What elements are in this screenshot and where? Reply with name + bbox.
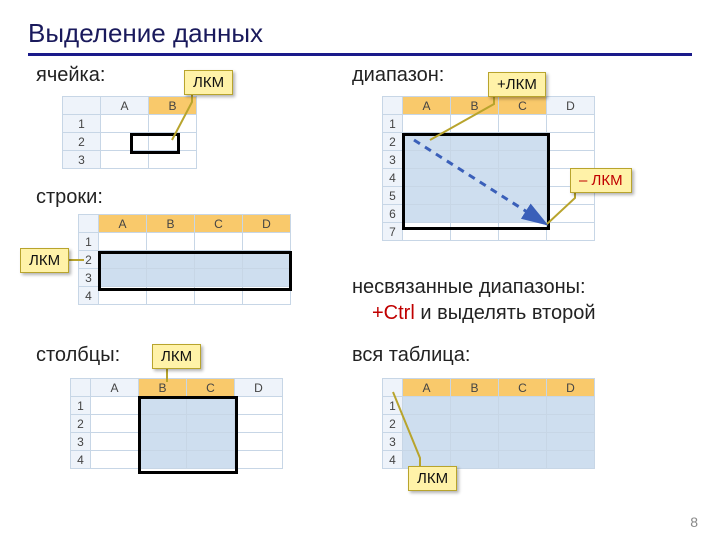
row-head: 1 bbox=[79, 233, 99, 251]
ctrl-prefix: +Ctrl bbox=[372, 302, 415, 324]
callout-pointer bbox=[428, 96, 498, 146]
label-nonadj: несвязанные диапазоны: bbox=[352, 276, 586, 299]
ctrl-hint: +Ctrl и выделять второй bbox=[372, 302, 596, 325]
row-head: 7 bbox=[383, 223, 403, 241]
page-number: 8 bbox=[690, 514, 698, 530]
col-head: C bbox=[187, 379, 235, 397]
col-head: D bbox=[547, 97, 595, 115]
callout-plus-lkm: +ЛКМ bbox=[488, 72, 546, 97]
callout-pointer bbox=[160, 368, 174, 384]
callout-lkm-cols: ЛКМ bbox=[152, 344, 201, 369]
callout-minus-lkm: – ЛКМ bbox=[570, 168, 632, 193]
label-columns: столбцы: bbox=[36, 344, 120, 367]
col-head: A bbox=[101, 97, 149, 115]
row-head: 4 bbox=[71, 451, 91, 469]
row-head: 5 bbox=[383, 187, 403, 205]
row-head: 3 bbox=[383, 151, 403, 169]
col-head: B bbox=[147, 215, 195, 233]
row-head: 6 bbox=[383, 205, 403, 223]
label-cell: ячейка: bbox=[36, 64, 105, 87]
table-rows: A B C D 1 2 3 4 bbox=[78, 214, 291, 305]
callout-pointer bbox=[545, 188, 579, 228]
row-head: 3 bbox=[71, 433, 91, 451]
ctrl-rest: и выделять второй bbox=[415, 302, 596, 324]
col-head: D bbox=[547, 379, 595, 397]
corner-cell bbox=[79, 215, 99, 233]
col-head: C bbox=[499, 97, 547, 115]
col-head: C bbox=[499, 379, 547, 397]
row-head: 1 bbox=[71, 397, 91, 415]
callout-pointer bbox=[170, 92, 200, 142]
label-whole-table: вся таблица: bbox=[352, 344, 470, 367]
title-rule bbox=[28, 53, 692, 56]
corner-cell bbox=[63, 97, 101, 115]
row-head: 2 bbox=[383, 133, 403, 151]
row-head: 2 bbox=[71, 415, 91, 433]
callout-lkm-rows: ЛКМ bbox=[20, 248, 69, 273]
corner-cell bbox=[383, 97, 403, 115]
callout-lkm-cell: ЛКМ bbox=[184, 70, 233, 95]
table-columns: A B C D 1 2 3 4 bbox=[70, 378, 283, 469]
row-head: 1 bbox=[383, 115, 403, 133]
slide-title: Выделение данных bbox=[28, 18, 692, 49]
drag-arrow bbox=[406, 132, 566, 242]
col-head: A bbox=[91, 379, 139, 397]
row-head: 4 bbox=[383, 169, 403, 187]
col-head: A bbox=[99, 215, 147, 233]
row-head: 4 bbox=[79, 287, 99, 305]
col-head: D bbox=[235, 379, 283, 397]
row-head: 1 bbox=[63, 115, 101, 133]
callout-lkm-whole: ЛКМ bbox=[408, 466, 457, 491]
label-rows: строки: bbox=[36, 186, 103, 209]
row-head: 3 bbox=[79, 269, 99, 287]
corner-cell bbox=[71, 379, 91, 397]
label-range: диапазон: bbox=[352, 64, 444, 87]
col-head: D bbox=[243, 215, 291, 233]
row-head: 2 bbox=[63, 133, 101, 151]
callout-pointer bbox=[390, 390, 430, 470]
col-head: C bbox=[195, 215, 243, 233]
col-head: B bbox=[451, 379, 499, 397]
row-head: 3 bbox=[63, 151, 101, 169]
